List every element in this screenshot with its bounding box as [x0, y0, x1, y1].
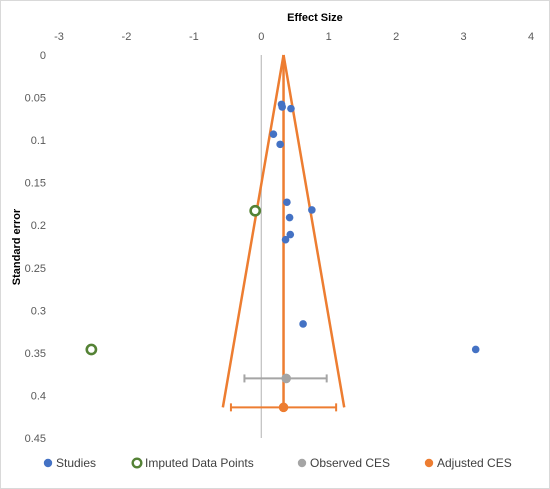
funnel-left-line: [221, 54, 285, 408]
x-tick-label: -1: [189, 31, 199, 43]
legend-label-adjusted-ces: Adjusted CES: [437, 456, 512, 470]
imputed-data-points-point: [249, 204, 262, 217]
legend-marker-imputed-data-points: [131, 457, 143, 469]
y-tick-label: 0.35: [25, 348, 46, 360]
y-tick-label: 0.4: [31, 390, 46, 402]
y-tick-label: 0.2: [31, 220, 46, 232]
x-axis-title: Effect Size: [287, 12, 343, 24]
y-tick-label: 0.45: [25, 433, 46, 445]
y-axis-title: Standard error: [11, 208, 23, 285]
studies-point: [269, 130, 278, 138]
y-tick-label: 0: [40, 50, 46, 62]
legend-marker-observed-ces: [297, 458, 307, 468]
studies-point: [283, 198, 291, 207]
studies-point: [287, 104, 295, 113]
legend-label-studies: Studies: [56, 456, 96, 470]
studies-point: [286, 230, 295, 239]
y-tick-label: 0.05: [25, 93, 46, 105]
studies-point: [281, 235, 290, 244]
adjusted-ces-point: [278, 402, 289, 413]
studies-point: [308, 206, 316, 214]
y-tick-label: 0.25: [25, 263, 46, 275]
x-tick-label: 1: [326, 31, 332, 43]
studies-point: [276, 140, 284, 149]
x-tick-label: 2: [393, 31, 399, 43]
x-tick-labels: -3 -2 -1 0 1 2 3 4: [54, 31, 534, 43]
x-tick-label: -3: [54, 31, 64, 43]
imputed-data-points-point: [85, 343, 98, 356]
legend-marker-adjusted-ces: [424, 458, 434, 468]
studies-point: [299, 320, 307, 328]
x-tick-label: -2: [122, 31, 132, 43]
x-tick-label: 4: [528, 31, 534, 43]
studies-point: [278, 103, 286, 111]
observed-ces-point: [281, 373, 292, 384]
studies-point: [471, 345, 480, 354]
x-tick-label: 3: [461, 31, 467, 43]
legend-label-imputed-data-points: Imputed Data Points: [145, 456, 254, 470]
funnel-right-line: [282, 54, 346, 408]
legend-marker-studies: [43, 458, 53, 468]
y-tick-labels: 0 0.05 0.1 0.15 0.2 0.25 0.3 0.35 0.4 0.45: [25, 50, 46, 445]
studies-point: [285, 213, 294, 222]
y-tick-label: 0.3: [31, 305, 46, 317]
y-tick-label: 0.15: [25, 178, 46, 190]
legend: Studies Imputed Data Points Observed CES Ad…: [43, 456, 512, 470]
y-tick-label: 0.1: [31, 135, 46, 147]
plot-area: [85, 54, 480, 438]
legend-label-observed-ces: Observed CES: [310, 456, 390, 470]
x-tick-label: 0: [258, 31, 264, 43]
